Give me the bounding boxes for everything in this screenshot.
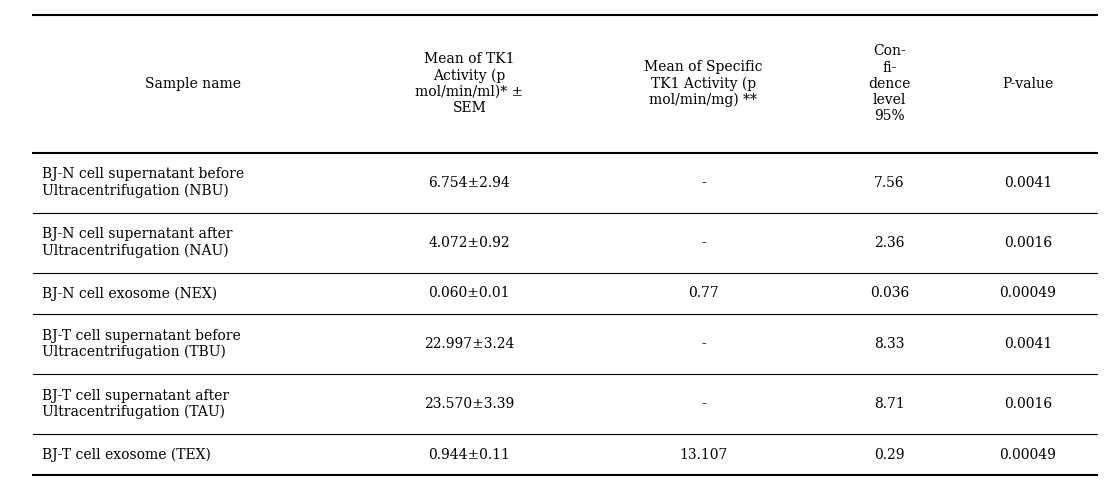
Text: 0.0041: 0.0041 [1004, 176, 1051, 190]
Text: BJ-T cell exosome (TEX): BJ-T cell exosome (TEX) [42, 447, 211, 462]
Text: 0.0016: 0.0016 [1004, 397, 1051, 411]
Text: BJ-N cell supernatant before
Ultracentrifugation (NBU): BJ-N cell supernatant before Ultracentri… [42, 168, 244, 198]
Text: 4.072±0.92: 4.072±0.92 [429, 236, 510, 250]
Text: 0.060±0.01: 0.060±0.01 [429, 286, 510, 300]
Text: 22.997±3.24: 22.997±3.24 [424, 337, 514, 351]
Text: 0.00049: 0.00049 [999, 447, 1056, 462]
Text: 8.33: 8.33 [874, 337, 905, 351]
Text: -: - [701, 236, 706, 250]
Text: 6.754±2.94: 6.754±2.94 [429, 176, 510, 190]
Text: Mean of Specific
TK1 Activity (p
mol/min/mg) **: Mean of Specific TK1 Activity (p mol/min… [644, 60, 762, 107]
Text: 0.0041: 0.0041 [1004, 337, 1051, 351]
Text: 0.77: 0.77 [688, 286, 719, 300]
Text: 0.29: 0.29 [874, 447, 905, 462]
Text: 0.0016: 0.0016 [1004, 236, 1051, 250]
Text: -: - [701, 176, 706, 190]
Text: -: - [701, 337, 706, 351]
Text: P-value: P-value [1002, 77, 1054, 91]
Text: 7.56: 7.56 [874, 176, 905, 190]
Text: 0.036: 0.036 [870, 286, 910, 300]
Text: BJ-T cell supernatant after
Ultracentrifugation (TAU): BJ-T cell supernatant after Ultracentrif… [42, 389, 229, 419]
Text: 8.71: 8.71 [874, 397, 905, 411]
Text: 2.36: 2.36 [874, 236, 905, 250]
Text: 0.00049: 0.00049 [999, 286, 1056, 300]
Text: BJ-N cell exosome (NEX): BJ-N cell exosome (NEX) [42, 286, 217, 300]
Text: Sample name: Sample name [145, 77, 240, 91]
Text: 0.944±0.11: 0.944±0.11 [429, 447, 511, 462]
Text: BJ-N cell supernatant after
Ultracentrifugation (NAU): BJ-N cell supernatant after Ultracentrif… [42, 227, 233, 258]
Text: BJ-T cell supernatant before
Ultracentrifugation (TBU): BJ-T cell supernatant before Ultracentri… [42, 329, 240, 359]
Text: 23.570±3.39: 23.570±3.39 [424, 397, 514, 411]
Text: -: - [701, 397, 706, 411]
Text: Con-
fi-
dence
level
95%: Con- fi- dence level 95% [869, 45, 911, 123]
Text: Mean of TK1
Activity (p
mol/min/ml)* ±
SEM: Mean of TK1 Activity (p mol/min/ml)* ± S… [416, 52, 523, 115]
Text: 13.107: 13.107 [679, 447, 728, 462]
